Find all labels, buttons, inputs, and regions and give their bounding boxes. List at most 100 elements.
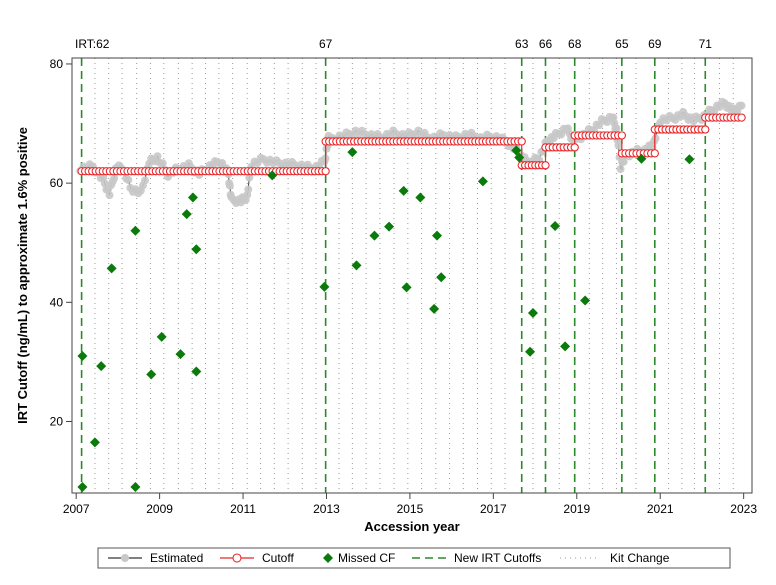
cutoff-label: 69 xyxy=(648,37,662,51)
missed-cf-point xyxy=(106,263,117,274)
cutoff-point xyxy=(321,167,330,176)
missed-cf-point xyxy=(384,221,395,232)
estimated-point xyxy=(99,173,108,182)
missed-cf-point xyxy=(511,145,522,156)
cutoff-point xyxy=(517,137,526,146)
estimated-point xyxy=(105,191,114,200)
x-tick-label: 2019 xyxy=(563,502,590,516)
y-tick-label: 20 xyxy=(50,414,64,428)
estimated-point xyxy=(158,159,167,168)
missed-cf-point xyxy=(187,192,198,203)
estimated-point xyxy=(141,176,150,185)
estimated-point xyxy=(612,124,621,133)
cutoff-label: 65 xyxy=(615,37,629,51)
missed-cf-point xyxy=(550,221,561,232)
cutoff-point xyxy=(737,113,746,122)
legend-label: Estimated xyxy=(150,551,203,565)
plot-frame xyxy=(71,57,753,494)
cutoff-point xyxy=(617,131,626,140)
missed-cf-point xyxy=(146,369,157,380)
missed-cf-point xyxy=(684,154,695,165)
cutoff-label: 63 xyxy=(515,37,529,51)
missed-cf-point xyxy=(560,341,571,352)
missed-cf-point xyxy=(580,295,591,306)
x-tick-label: 2023 xyxy=(730,502,757,516)
missed-cf-point xyxy=(130,225,141,236)
cutoff-point xyxy=(701,125,710,134)
cutoff-labels: IRT:62 67 63 66 68 65 69 71 xyxy=(75,37,712,51)
cutoff-label: 66 xyxy=(539,37,553,51)
cutoff-series xyxy=(77,113,746,176)
y-axis: 20 40 60 80 xyxy=(50,57,72,428)
missed-cf-point xyxy=(398,185,409,196)
estimated-point xyxy=(737,101,746,110)
y-tick-label: 60 xyxy=(50,176,64,190)
y-tick-label: 40 xyxy=(50,295,64,309)
estimated-point xyxy=(153,152,162,161)
legend-swatch-estimated-marker xyxy=(121,554,129,562)
missed-cf-series xyxy=(77,145,695,493)
legend-swatch-cutoff-marker xyxy=(232,553,242,563)
estimated-point xyxy=(651,134,660,143)
estimated-point xyxy=(614,141,623,150)
missed-cf-point xyxy=(401,282,412,293)
estimated-point xyxy=(110,174,119,183)
missed-cf-point xyxy=(527,308,538,319)
x-tick-label: 2009 xyxy=(146,502,173,516)
missed-cf-point xyxy=(415,192,426,203)
cutoff-point xyxy=(650,149,659,158)
missed-cf-point xyxy=(130,482,141,493)
estimated-point xyxy=(616,165,625,174)
cutoff-point xyxy=(541,161,550,170)
missed-cf-point xyxy=(477,176,488,187)
x-tick-label: 2021 xyxy=(647,502,674,516)
cutoff-label: 67 xyxy=(319,37,333,51)
missed-cf-point xyxy=(77,350,88,361)
missed-cf-point xyxy=(429,303,440,314)
missed-cf-point xyxy=(369,230,380,241)
legend-swatch-missed xyxy=(323,553,333,563)
missed-cf-point xyxy=(351,260,362,271)
missed-cf-point xyxy=(432,230,443,241)
missed-cf-point xyxy=(319,281,330,292)
legend: Estimated Cutoff Missed CF New IRT Cutoffs K… xyxy=(97,547,731,569)
missed-cf-point xyxy=(347,147,358,158)
estimated-point xyxy=(595,121,604,130)
y-tick-label: 80 xyxy=(50,57,64,71)
x-tick-label: 2015 xyxy=(397,502,424,516)
missed-cf-point xyxy=(181,209,192,220)
missed-cf-point xyxy=(525,346,536,357)
missed-cf-point xyxy=(89,437,100,448)
cutoff-label: 71 xyxy=(699,37,713,51)
estimated-point xyxy=(225,181,234,190)
cutoff-point xyxy=(570,143,579,152)
x-axis: 2007 2009 2011 2013 2015 2017 2019 2021 2023 xyxy=(63,493,757,516)
missed-cf-point xyxy=(77,482,88,493)
estimated-point xyxy=(124,175,133,184)
x-axis-title: Accession year xyxy=(364,519,459,534)
x-tick-label: 2017 xyxy=(480,502,507,516)
missed-cf-point xyxy=(436,272,447,283)
missed-cf-point xyxy=(175,349,186,360)
x-tick-label: 2011 xyxy=(230,502,256,516)
x-tick-label: 2007 xyxy=(63,502,90,516)
estimated-point xyxy=(619,157,628,166)
legend-label: New IRT Cutoffs xyxy=(454,551,541,565)
x-tick-label: 2013 xyxy=(313,502,340,516)
missed-cf-point xyxy=(514,152,525,163)
legend-label: Cutoff xyxy=(262,551,294,565)
missed-cf-point xyxy=(191,366,202,377)
missed-cf-point xyxy=(156,331,167,342)
cutoff-label: IRT:62 xyxy=(75,37,110,51)
missed-cf-point xyxy=(636,153,647,164)
legend-label: Missed CF xyxy=(338,551,395,565)
estimated-point xyxy=(244,185,253,194)
missed-cf-point xyxy=(96,361,107,372)
cutoff-label: 68 xyxy=(568,37,582,51)
missed-cf-point xyxy=(267,170,278,181)
missed-cf-point xyxy=(191,244,202,255)
legend-label: Kit Change xyxy=(610,551,670,565)
y-axis-title: IRT Cutoff (ng/mL) to approximate 1.6% p… xyxy=(15,127,30,424)
